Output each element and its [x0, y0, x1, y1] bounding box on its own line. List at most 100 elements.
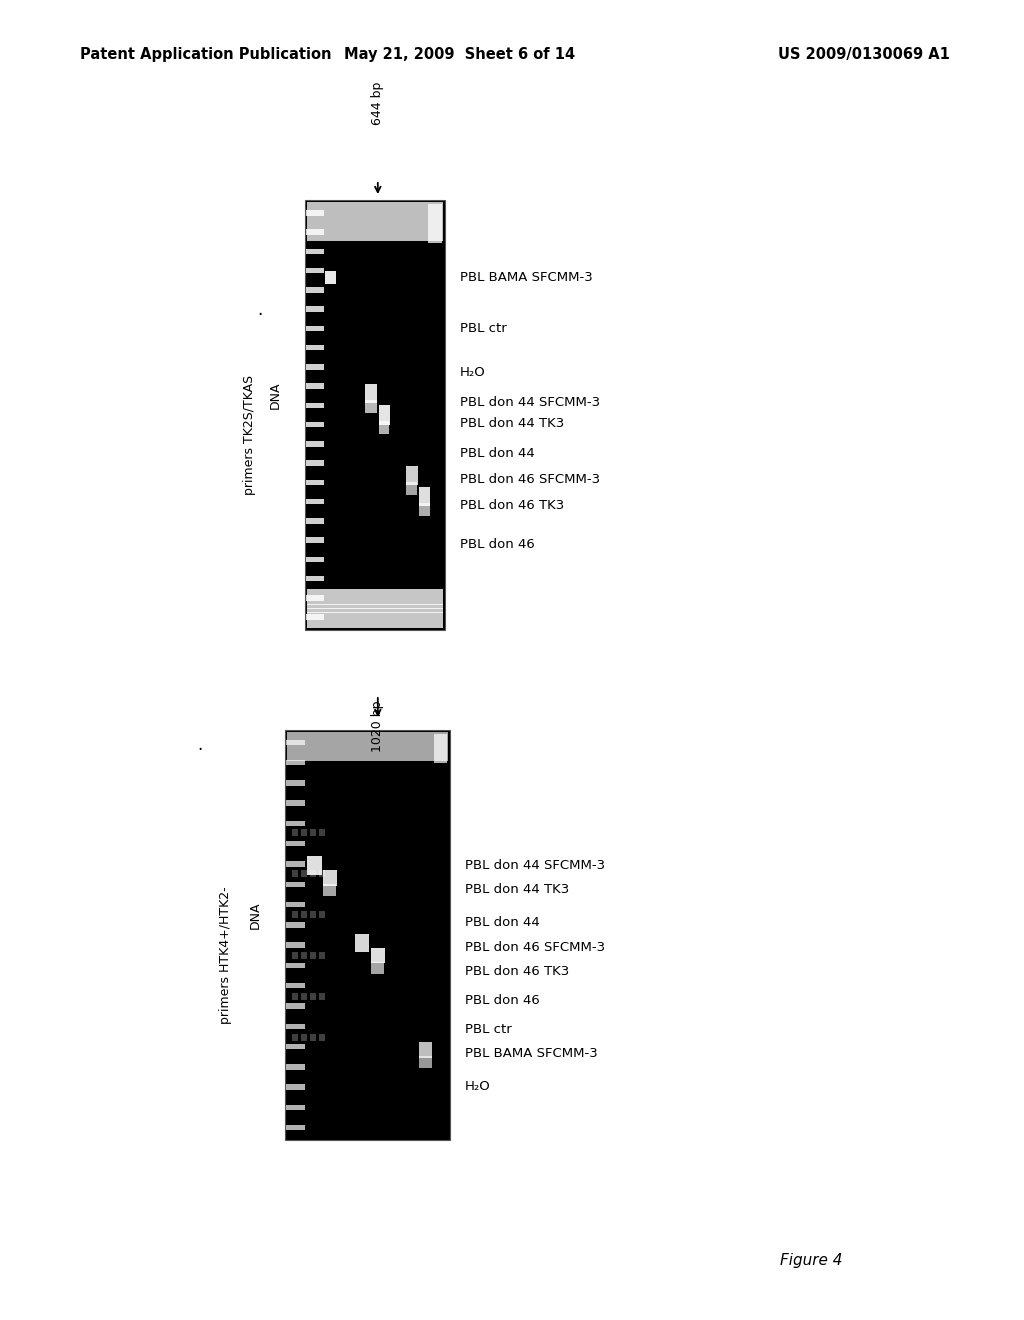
- Bar: [309, 993, 316, 1001]
- Bar: [307, 605, 443, 609]
- Bar: [324, 870, 337, 886]
- Bar: [306, 479, 324, 486]
- Text: ·: ·: [198, 741, 203, 759]
- Text: May 21, 2009  Sheet 6 of 14: May 21, 2009 Sheet 6 of 14: [344, 48, 575, 62]
- Bar: [419, 1041, 432, 1057]
- Bar: [307, 206, 443, 211]
- Text: Patent Application Publication: Patent Application Publication: [80, 48, 332, 62]
- Bar: [355, 935, 370, 953]
- Text: 644 bp: 644 bp: [372, 82, 384, 125]
- Bar: [286, 821, 305, 826]
- Text: PBL don 44 TK3: PBL don 44 TK3: [460, 417, 564, 430]
- Text: PBL BAMA SFCMM-3: PBL BAMA SFCMM-3: [460, 271, 593, 284]
- Bar: [306, 248, 324, 255]
- Bar: [307, 609, 443, 612]
- Bar: [306, 286, 324, 293]
- Text: PBL ctr: PBL ctr: [460, 322, 507, 335]
- Text: PBL don 46 SFCMM-3: PBL don 46 SFCMM-3: [460, 473, 600, 486]
- Bar: [286, 1085, 305, 1090]
- Bar: [301, 1034, 307, 1041]
- Bar: [301, 870, 307, 878]
- Bar: [371, 962, 384, 974]
- Text: PBL don 46 SFCMM-3: PBL don 46 SFCMM-3: [465, 941, 605, 954]
- Bar: [307, 219, 443, 223]
- Bar: [301, 829, 307, 836]
- Bar: [286, 1023, 305, 1030]
- Bar: [307, 593, 443, 597]
- Bar: [366, 384, 378, 403]
- Text: PBL don 46: PBL don 46: [460, 537, 535, 550]
- Text: DNA: DNA: [249, 902, 261, 929]
- Text: primers TK2S/TKAS: primers TK2S/TKAS: [244, 375, 256, 495]
- Bar: [286, 780, 305, 785]
- Bar: [306, 345, 324, 350]
- Bar: [433, 734, 446, 763]
- Bar: [306, 557, 324, 562]
- Bar: [307, 232, 443, 236]
- Bar: [306, 403, 324, 408]
- Bar: [287, 737, 449, 741]
- Text: PBL don 44 SFCMM-3: PBL don 44 SFCMM-3: [465, 859, 605, 871]
- Bar: [306, 614, 324, 620]
- Bar: [306, 364, 324, 370]
- Bar: [306, 499, 324, 504]
- Bar: [406, 466, 418, 484]
- Bar: [287, 741, 449, 744]
- Text: DNA: DNA: [268, 381, 282, 409]
- Bar: [379, 405, 390, 425]
- Bar: [307, 236, 443, 240]
- Bar: [292, 952, 298, 960]
- Bar: [309, 911, 316, 919]
- Bar: [287, 756, 449, 760]
- Bar: [307, 619, 443, 624]
- Bar: [306, 441, 324, 446]
- Bar: [306, 268, 324, 273]
- Bar: [287, 744, 449, 748]
- Text: primers HTK4+/HTK2-: primers HTK4+/HTK2-: [218, 886, 231, 1024]
- Bar: [306, 461, 324, 466]
- Bar: [286, 760, 305, 766]
- Bar: [306, 383, 324, 389]
- Bar: [419, 1056, 432, 1068]
- Bar: [366, 400, 377, 413]
- Bar: [286, 962, 305, 968]
- Bar: [306, 210, 324, 215]
- Text: PBL ctr: PBL ctr: [465, 1023, 512, 1036]
- Bar: [285, 730, 450, 1140]
- Text: PBL don 46 TK3: PBL don 46 TK3: [460, 499, 564, 512]
- Text: ·: ·: [257, 306, 262, 323]
- Text: PBL don 46: PBL don 46: [465, 994, 540, 1007]
- Bar: [287, 752, 449, 756]
- Bar: [286, 739, 305, 744]
- Bar: [307, 215, 443, 219]
- Bar: [305, 201, 445, 630]
- Bar: [379, 421, 389, 434]
- Bar: [306, 230, 324, 235]
- Text: 1020 bp: 1020 bp: [372, 700, 384, 751]
- Bar: [318, 1034, 326, 1041]
- Bar: [286, 882, 305, 887]
- Bar: [419, 487, 430, 507]
- Bar: [307, 601, 443, 605]
- Bar: [307, 228, 443, 232]
- Text: H₂O: H₂O: [465, 1080, 490, 1093]
- Bar: [318, 911, 326, 919]
- Bar: [419, 503, 430, 516]
- Text: PBL don 44 TK3: PBL don 44 TK3: [465, 883, 569, 896]
- Bar: [292, 993, 298, 1001]
- Bar: [301, 993, 307, 1001]
- Bar: [406, 482, 417, 495]
- Bar: [286, 841, 305, 846]
- Bar: [309, 870, 316, 878]
- Bar: [371, 948, 385, 964]
- Bar: [307, 589, 443, 594]
- Bar: [307, 857, 322, 875]
- Bar: [286, 800, 305, 805]
- Bar: [307, 211, 443, 215]
- Bar: [324, 884, 336, 896]
- Bar: [318, 870, 326, 878]
- Bar: [326, 271, 336, 284]
- Bar: [306, 537, 324, 543]
- Bar: [286, 942, 305, 948]
- Bar: [286, 902, 305, 907]
